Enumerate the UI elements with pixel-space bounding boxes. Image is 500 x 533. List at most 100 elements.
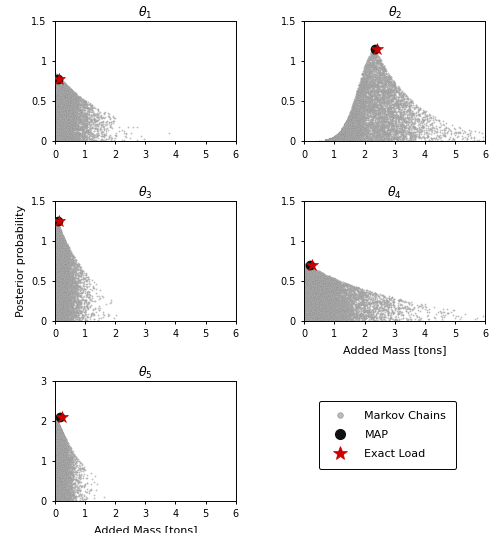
Point bbox=[366, 295, 374, 303]
Point bbox=[309, 283, 317, 292]
Point bbox=[311, 288, 319, 296]
Point bbox=[61, 444, 69, 453]
Point bbox=[72, 486, 80, 495]
Point bbox=[56, 272, 64, 280]
Point bbox=[64, 462, 72, 470]
Point bbox=[62, 277, 70, 286]
Point bbox=[56, 468, 64, 477]
Point bbox=[420, 108, 428, 116]
Point bbox=[348, 122, 356, 131]
Point bbox=[57, 470, 65, 478]
Point bbox=[52, 417, 60, 425]
Point bbox=[338, 132, 346, 141]
Point bbox=[52, 461, 60, 470]
Point bbox=[72, 299, 80, 308]
Point bbox=[56, 439, 64, 447]
Point bbox=[56, 474, 64, 483]
Point bbox=[60, 303, 68, 312]
Point bbox=[301, 292, 309, 300]
Point bbox=[326, 136, 334, 144]
Point bbox=[51, 276, 59, 284]
Point bbox=[52, 310, 60, 319]
Point bbox=[354, 110, 362, 119]
Point bbox=[53, 94, 61, 102]
Point bbox=[54, 112, 62, 120]
Point bbox=[54, 304, 62, 313]
Point bbox=[52, 484, 60, 492]
Point bbox=[66, 479, 74, 488]
Point bbox=[58, 449, 66, 457]
Point bbox=[57, 442, 65, 450]
Point bbox=[52, 449, 60, 458]
Point bbox=[52, 73, 60, 82]
Point bbox=[370, 72, 378, 80]
Point bbox=[388, 113, 396, 122]
Point bbox=[54, 432, 62, 441]
Point bbox=[352, 296, 360, 304]
Point bbox=[59, 103, 67, 112]
Point bbox=[334, 287, 342, 295]
Point bbox=[68, 103, 76, 111]
Point bbox=[60, 441, 68, 450]
Point bbox=[67, 92, 75, 101]
Point bbox=[101, 108, 109, 117]
Point bbox=[362, 72, 370, 80]
Point bbox=[366, 102, 374, 111]
Point bbox=[58, 271, 66, 280]
Point bbox=[56, 232, 64, 241]
Point bbox=[62, 436, 70, 445]
Point bbox=[58, 274, 66, 283]
Point bbox=[52, 277, 60, 285]
Point bbox=[378, 120, 386, 128]
Point bbox=[325, 272, 333, 280]
Point bbox=[346, 130, 354, 139]
Point bbox=[54, 439, 62, 448]
Point bbox=[390, 85, 398, 93]
Point bbox=[65, 107, 73, 116]
Point bbox=[53, 95, 61, 103]
Point bbox=[326, 137, 334, 146]
Point bbox=[56, 271, 64, 279]
Point bbox=[358, 116, 366, 124]
Point bbox=[406, 130, 414, 138]
Point bbox=[70, 88, 78, 97]
Point bbox=[57, 313, 65, 322]
Point bbox=[52, 92, 60, 101]
Point bbox=[57, 280, 65, 289]
Point bbox=[52, 304, 60, 312]
Point bbox=[332, 296, 340, 304]
Point bbox=[310, 268, 318, 276]
Point bbox=[70, 114, 78, 123]
Point bbox=[52, 228, 60, 236]
Point bbox=[318, 272, 326, 280]
Point bbox=[55, 103, 63, 112]
Point bbox=[312, 273, 320, 281]
Point bbox=[64, 87, 72, 95]
Point bbox=[378, 93, 386, 102]
Point bbox=[323, 277, 331, 286]
Point bbox=[380, 84, 388, 92]
Point bbox=[374, 296, 382, 304]
Point bbox=[301, 292, 309, 301]
Point bbox=[342, 129, 350, 138]
Point bbox=[383, 106, 391, 115]
Point bbox=[328, 136, 336, 144]
Point bbox=[55, 107, 63, 115]
Point bbox=[326, 282, 334, 290]
Point bbox=[52, 487, 60, 496]
Point bbox=[308, 275, 316, 284]
Point bbox=[352, 284, 360, 293]
Point bbox=[83, 288, 91, 296]
Point bbox=[316, 268, 324, 276]
Point bbox=[324, 282, 332, 291]
Point bbox=[381, 86, 389, 95]
Point bbox=[415, 106, 423, 114]
Point bbox=[369, 46, 377, 55]
Point bbox=[329, 278, 337, 286]
Point bbox=[52, 439, 60, 448]
Point bbox=[302, 298, 310, 307]
Point bbox=[308, 266, 316, 275]
Point bbox=[355, 91, 363, 100]
Point bbox=[326, 137, 334, 146]
Point bbox=[66, 298, 74, 307]
